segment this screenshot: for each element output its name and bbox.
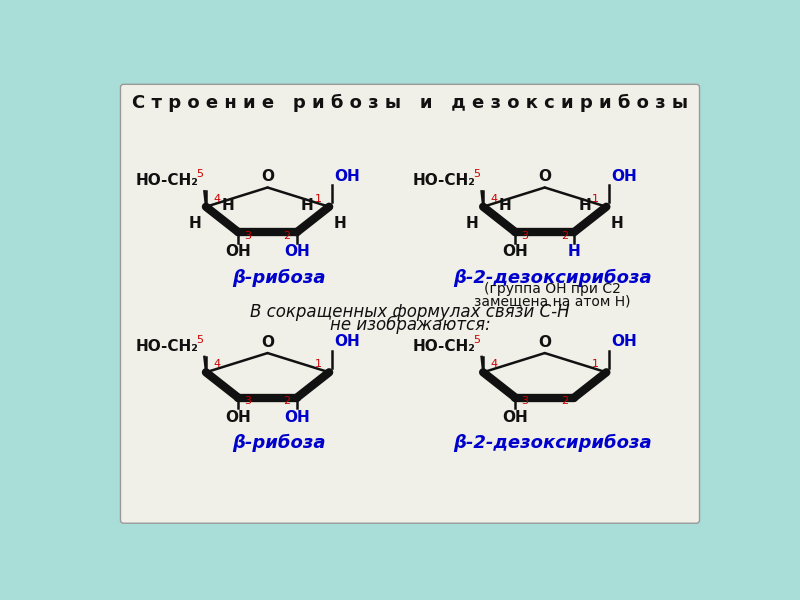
Text: 5: 5 bbox=[474, 169, 481, 179]
Text: O: O bbox=[261, 335, 274, 350]
Text: 1: 1 bbox=[314, 194, 322, 203]
Text: (группа ОН при С2: (группа ОН при С2 bbox=[484, 282, 621, 296]
Text: O: O bbox=[538, 169, 551, 184]
Text: H: H bbox=[301, 198, 314, 213]
Text: OH: OH bbox=[284, 410, 310, 425]
Text: β-рибоза: β-рибоза bbox=[232, 268, 326, 287]
Text: 1: 1 bbox=[592, 359, 598, 369]
Text: OH: OH bbox=[334, 334, 359, 349]
Text: H: H bbox=[466, 216, 478, 231]
FancyBboxPatch shape bbox=[121, 85, 699, 523]
Text: 3: 3 bbox=[245, 396, 251, 406]
Text: H: H bbox=[568, 244, 580, 259]
Text: OH: OH bbox=[502, 244, 528, 259]
Text: 1: 1 bbox=[314, 359, 322, 369]
Text: H: H bbox=[498, 198, 511, 213]
Text: β-рибоза: β-рибоза bbox=[232, 434, 326, 452]
Text: OH: OH bbox=[611, 169, 637, 184]
Text: β-2-дезоксирибоза: β-2-дезоксирибоза bbox=[453, 434, 652, 452]
Text: 5: 5 bbox=[474, 335, 481, 345]
Text: O: O bbox=[261, 169, 274, 184]
Text: O: O bbox=[538, 335, 551, 350]
Text: 2: 2 bbox=[283, 396, 290, 406]
Text: 2: 2 bbox=[561, 396, 568, 406]
Text: HO-CH₂: HO-CH₂ bbox=[413, 339, 475, 354]
Text: OH: OH bbox=[284, 244, 310, 259]
Text: HO-CH₂: HO-CH₂ bbox=[413, 173, 475, 188]
Text: HO-CH₂: HO-CH₂ bbox=[135, 173, 198, 188]
Text: OH: OH bbox=[611, 334, 637, 349]
Text: 4: 4 bbox=[214, 359, 221, 369]
Text: 4: 4 bbox=[491, 359, 498, 369]
Text: 5: 5 bbox=[196, 169, 203, 179]
Text: 4: 4 bbox=[214, 194, 221, 203]
Text: не изображаются:: не изображаются: bbox=[330, 316, 490, 334]
Text: 3: 3 bbox=[522, 396, 529, 406]
Text: H: H bbox=[222, 198, 234, 213]
Text: 2: 2 bbox=[283, 230, 290, 241]
Text: 4: 4 bbox=[491, 194, 498, 203]
Text: OH: OH bbox=[502, 410, 528, 425]
Text: замещена на атом Н): замещена на атом Н) bbox=[474, 294, 630, 308]
Text: В сокращенных формулах связи С-Н: В сокращенных формулах связи С-Н bbox=[250, 303, 570, 321]
Text: H: H bbox=[578, 198, 591, 213]
Text: 2: 2 bbox=[561, 230, 568, 241]
Text: H: H bbox=[610, 216, 623, 231]
Text: OH: OH bbox=[226, 244, 251, 259]
Text: С т р о е н и е   р и б о з ы   и   д е з о к с и р и б о з ы: С т р о е н и е р и б о з ы и д е з о к … bbox=[132, 94, 688, 112]
Text: 5: 5 bbox=[196, 335, 203, 345]
Text: β-2-дезоксирибоза: β-2-дезоксирибоза bbox=[453, 268, 652, 287]
Text: 1: 1 bbox=[592, 194, 598, 203]
Text: OH: OH bbox=[226, 410, 251, 425]
Text: OH: OH bbox=[334, 169, 359, 184]
Text: H: H bbox=[189, 216, 202, 231]
Text: 3: 3 bbox=[245, 230, 251, 241]
Text: 3: 3 bbox=[522, 230, 529, 241]
Text: H: H bbox=[334, 216, 346, 231]
Text: HO-CH₂: HO-CH₂ bbox=[135, 339, 198, 354]
